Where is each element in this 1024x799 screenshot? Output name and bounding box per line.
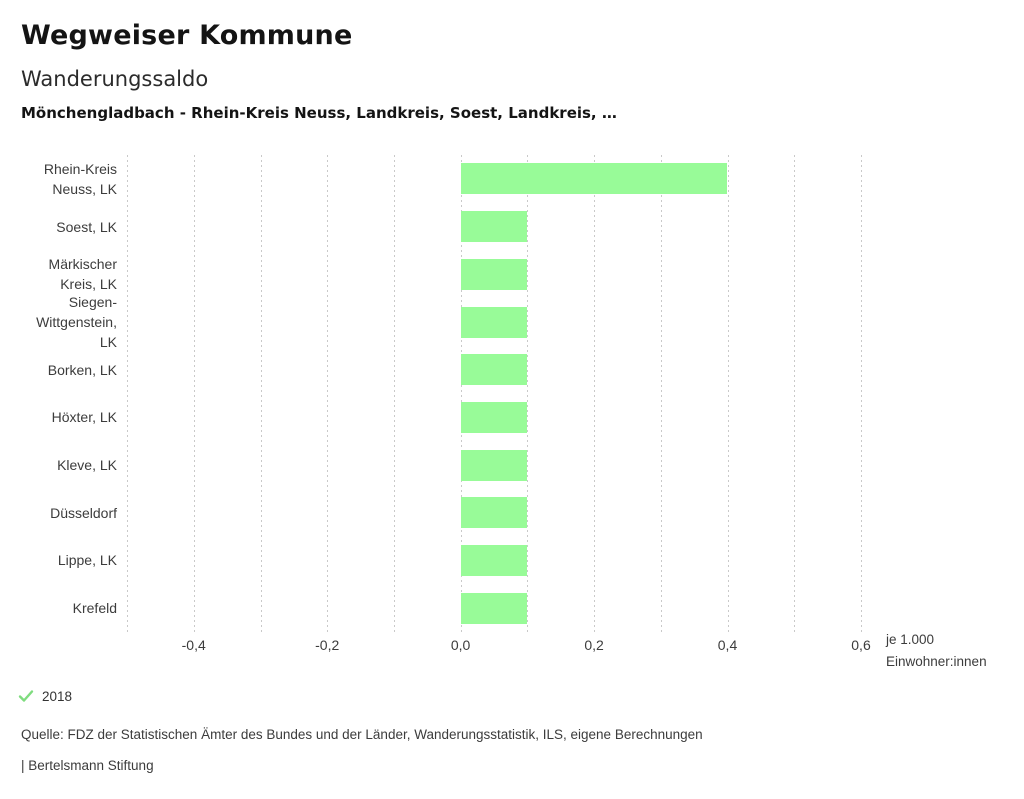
bar[interactable]	[460, 592, 528, 624]
gridline	[393, 155, 395, 632]
bar[interactable]	[460, 306, 528, 338]
unit-line-1: je 1.000	[886, 632, 935, 647]
legend-year-label: 2018	[42, 688, 73, 704]
gridline	[460, 155, 462, 632]
category-label: Rhein-Kreis Neuss, LK	[43, 160, 117, 197]
gridline	[861, 155, 862, 632]
bar[interactable]	[460, 354, 528, 386]
gridline	[660, 155, 662, 632]
gridline	[127, 155, 128, 632]
category-label: Düsseldorf	[50, 504, 117, 521]
gridline	[527, 155, 529, 632]
x-tick-label: 0,2	[584, 637, 604, 653]
bar[interactable]	[460, 258, 528, 290]
x-tick-label: -0,4	[181, 637, 206, 653]
bar[interactable]	[460, 497, 528, 529]
chart-title: Wanderungssaldo	[21, 67, 209, 91]
app-title: Wegweiser Kommune	[21, 20, 353, 51]
x-tick-label: 0,4	[717, 637, 738, 653]
gridline	[727, 155, 729, 632]
category-labels: Rhein-Kreis Neuss, LK Soest, LK Märkischer K…	[0, 155, 117, 632]
x-axis-unit-label: je 1.000 Einwohner:innen	[886, 629, 1024, 672]
plot-area	[127, 155, 862, 632]
bar[interactable]	[460, 449, 528, 481]
bar[interactable]	[460, 211, 528, 243]
check-icon	[18, 688, 34, 704]
x-axis-ticks: -0,4 -0,2 0,0 0,2 0,4 0,6	[0, 637, 1024, 657]
gridline	[594, 155, 596, 632]
gridline	[794, 155, 796, 632]
x-tick-label: -0,2	[315, 637, 340, 653]
gridline	[193, 155, 195, 632]
category-label: Krefeld	[72, 600, 117, 617]
unit-line-2: Einwohner:innen	[886, 653, 987, 669]
chart-description: Mönchengladbach - Rhein-Kreis Neuss, Lan…	[21, 104, 617, 122]
category-label: Siegen- Wittgenstein, LK	[36, 293, 117, 350]
source-note: Quelle: FDZ der Statistischen Ämter des …	[21, 727, 703, 742]
gridline	[260, 155, 262, 632]
gridline	[327, 155, 329, 632]
x-tick-label: 0,6	[851, 637, 871, 653]
x-tick-label: 0,0	[450, 637, 471, 653]
category-label: Kleve, LK	[57, 457, 117, 474]
category-label: Höxter, LK	[51, 409, 117, 426]
bar[interactable]	[460, 545, 528, 576]
category-label: Soest, LK	[56, 218, 117, 235]
bar[interactable]	[460, 401, 528, 433]
category-label: Borken, LK	[47, 361, 117, 378]
category-label: Märkischer Kreis, LK	[48, 256, 117, 293]
category-label: Lippe, LK	[57, 552, 117, 569]
attribution-note: | Bertelsmann Stiftung	[21, 758, 154, 773]
legend-item-year[interactable]: 2018	[18, 686, 72, 706]
bar[interactable]	[460, 163, 728, 195]
